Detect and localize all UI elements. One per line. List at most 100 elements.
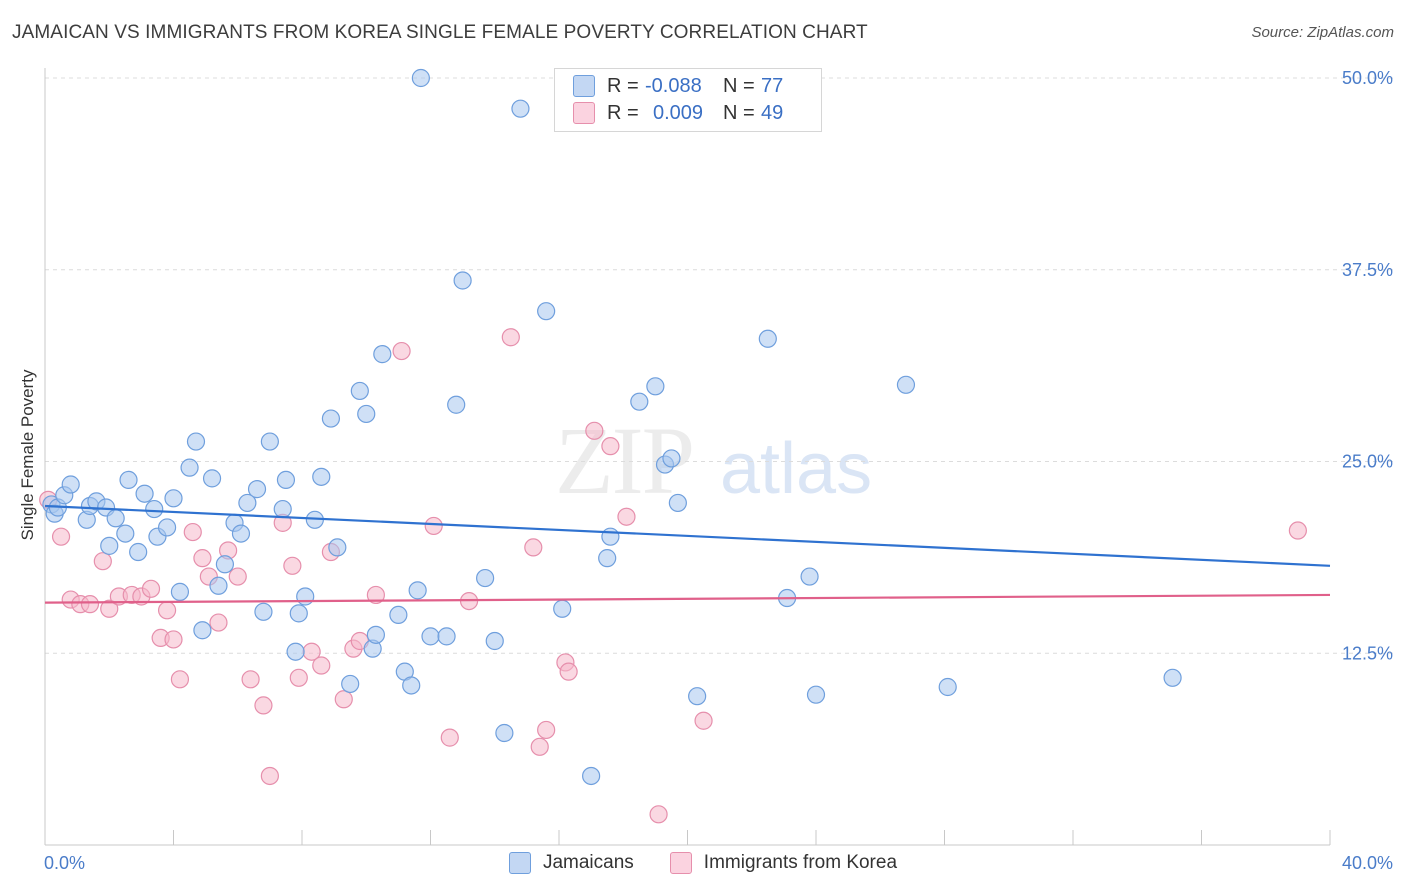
jamaican-point [312, 467, 331, 486]
legend-r-label: R = [607, 74, 639, 97]
series-label: Jamaicans [542, 852, 634, 873]
korea-point [209, 613, 228, 632]
jamaican-point [437, 627, 456, 646]
korea-point [283, 556, 302, 575]
jamaican-point [668, 493, 687, 513]
jamaican-point [411, 68, 430, 88]
series-legend-korea[interactable]: Immigrants from Korea [669, 852, 898, 874]
jamaican-point [598, 549, 617, 568]
korea-point [530, 737, 549, 756]
jamaican-point [215, 555, 234, 574]
korea-point [228, 567, 247, 586]
legend-r-label: R = [607, 101, 639, 124]
jamaican-point [896, 375, 916, 394]
korea-trend-line [44, 593, 1331, 604]
jamaican-point [511, 99, 530, 118]
jamaican-point [350, 381, 369, 401]
jamaican-point [61, 475, 80, 494]
korea-point [289, 668, 308, 687]
jamaican-point [357, 404, 376, 424]
legend-n-label: N = [723, 74, 755, 97]
source-credit: Source: ZipAtlas.com [1251, 24, 1394, 41]
legend-r-value: -0.088 [645, 74, 702, 97]
jamaican-point [129, 542, 148, 562]
jamaican-point [202, 469, 222, 488]
jamaican-point [582, 766, 601, 786]
jamaican-point [186, 432, 206, 451]
axes [44, 68, 1331, 846]
jamaican-point [238, 493, 257, 513]
jamaican-point [100, 536, 119, 555]
series-swatch-pink [669, 852, 692, 874]
jamaican-point [209, 576, 228, 595]
korea-point [51, 527, 71, 546]
series-swatch-blue [508, 852, 531, 874]
jamaican-point [453, 271, 472, 290]
jamaican-point [289, 604, 308, 623]
korea-point [164, 630, 183, 649]
jamaican-trend-line [44, 504, 1331, 567]
korea-point [170, 670, 190, 689]
jamaican-point [260, 432, 279, 451]
jamaican-point [231, 524, 251, 543]
jamaican-point [806, 685, 826, 704]
jamaican-point [421, 627, 440, 646]
jamaican-point [286, 642, 305, 661]
jamaican-point [485, 631, 504, 651]
series-legend: Jamaicans Immigrants from Korea [0, 852, 1406, 874]
jamaican-point [758, 329, 777, 348]
jamaican-point [447, 395, 466, 414]
korea-point [601, 437, 620, 456]
legend-swatch-pink [573, 102, 595, 124]
korea-point [193, 549, 212, 568]
y-tick-label: 50.0% [1342, 68, 1393, 88]
korea-point [334, 690, 353, 709]
korea-point [501, 328, 520, 347]
jamaican-point [373, 345, 392, 364]
korea-point [392, 341, 411, 361]
jamaican-point [408, 581, 427, 600]
jamaican-point [495, 723, 514, 743]
jamaican-point [273, 499, 292, 519]
jamaican-point [254, 602, 273, 621]
korea-point [183, 522, 202, 542]
y-tick-label: 25.0% [1342, 452, 1393, 472]
korea-point [93, 552, 112, 571]
legend-n-value: 49 [761, 101, 784, 124]
x-tick-label: 0.0% [44, 853, 85, 873]
series-legend-jamaicans[interactable]: Jamaicans [508, 852, 634, 874]
jamaican-point [537, 302, 556, 321]
jamaican-point [688, 687, 707, 706]
jamaican-point [145, 499, 164, 519]
korea-point [254, 696, 273, 715]
korea-point [366, 585, 385, 605]
chart-title: JAMAICAN VS IMMIGRANTS FROM KOREA SINGLE… [12, 22, 868, 43]
korea-point [559, 662, 578, 681]
korea-point [694, 711, 713, 730]
jamaican-point [276, 470, 296, 490]
legend-row-jamaicans: R = -0.088 N = 77 [573, 74, 783, 98]
jamaican-point [646, 377, 665, 396]
correlation-legend: R = -0.088 N = 77 R = 0.009 N = 49 [554, 68, 822, 132]
korea-point [617, 507, 636, 526]
legend-row-korea: R = 0.009 N = 49 [573, 101, 783, 125]
jamaican-point [553, 599, 572, 618]
jamaican-point [193, 621, 212, 640]
korea-point [157, 601, 177, 620]
korea-point [100, 599, 119, 618]
jamaican-point [296, 587, 315, 606]
data-points [39, 68, 1307, 824]
jamaican-point [341, 674, 360, 694]
jamaican-point [157, 518, 177, 537]
series-label: Immigrants from Korea [703, 852, 898, 873]
korea-point [440, 728, 459, 747]
x-tick-label: 40.0% [1342, 853, 1393, 873]
jamaican-point [630, 392, 649, 411]
legend-r-value: 0.009 [653, 101, 704, 124]
korea-point [1288, 521, 1307, 540]
jamaican-point [116, 524, 135, 543]
legend-n-value: 77 [761, 74, 784, 97]
jamaican-point [389, 605, 408, 625]
legend-n-label: N = [723, 101, 755, 124]
jamaican-point [328, 538, 347, 557]
